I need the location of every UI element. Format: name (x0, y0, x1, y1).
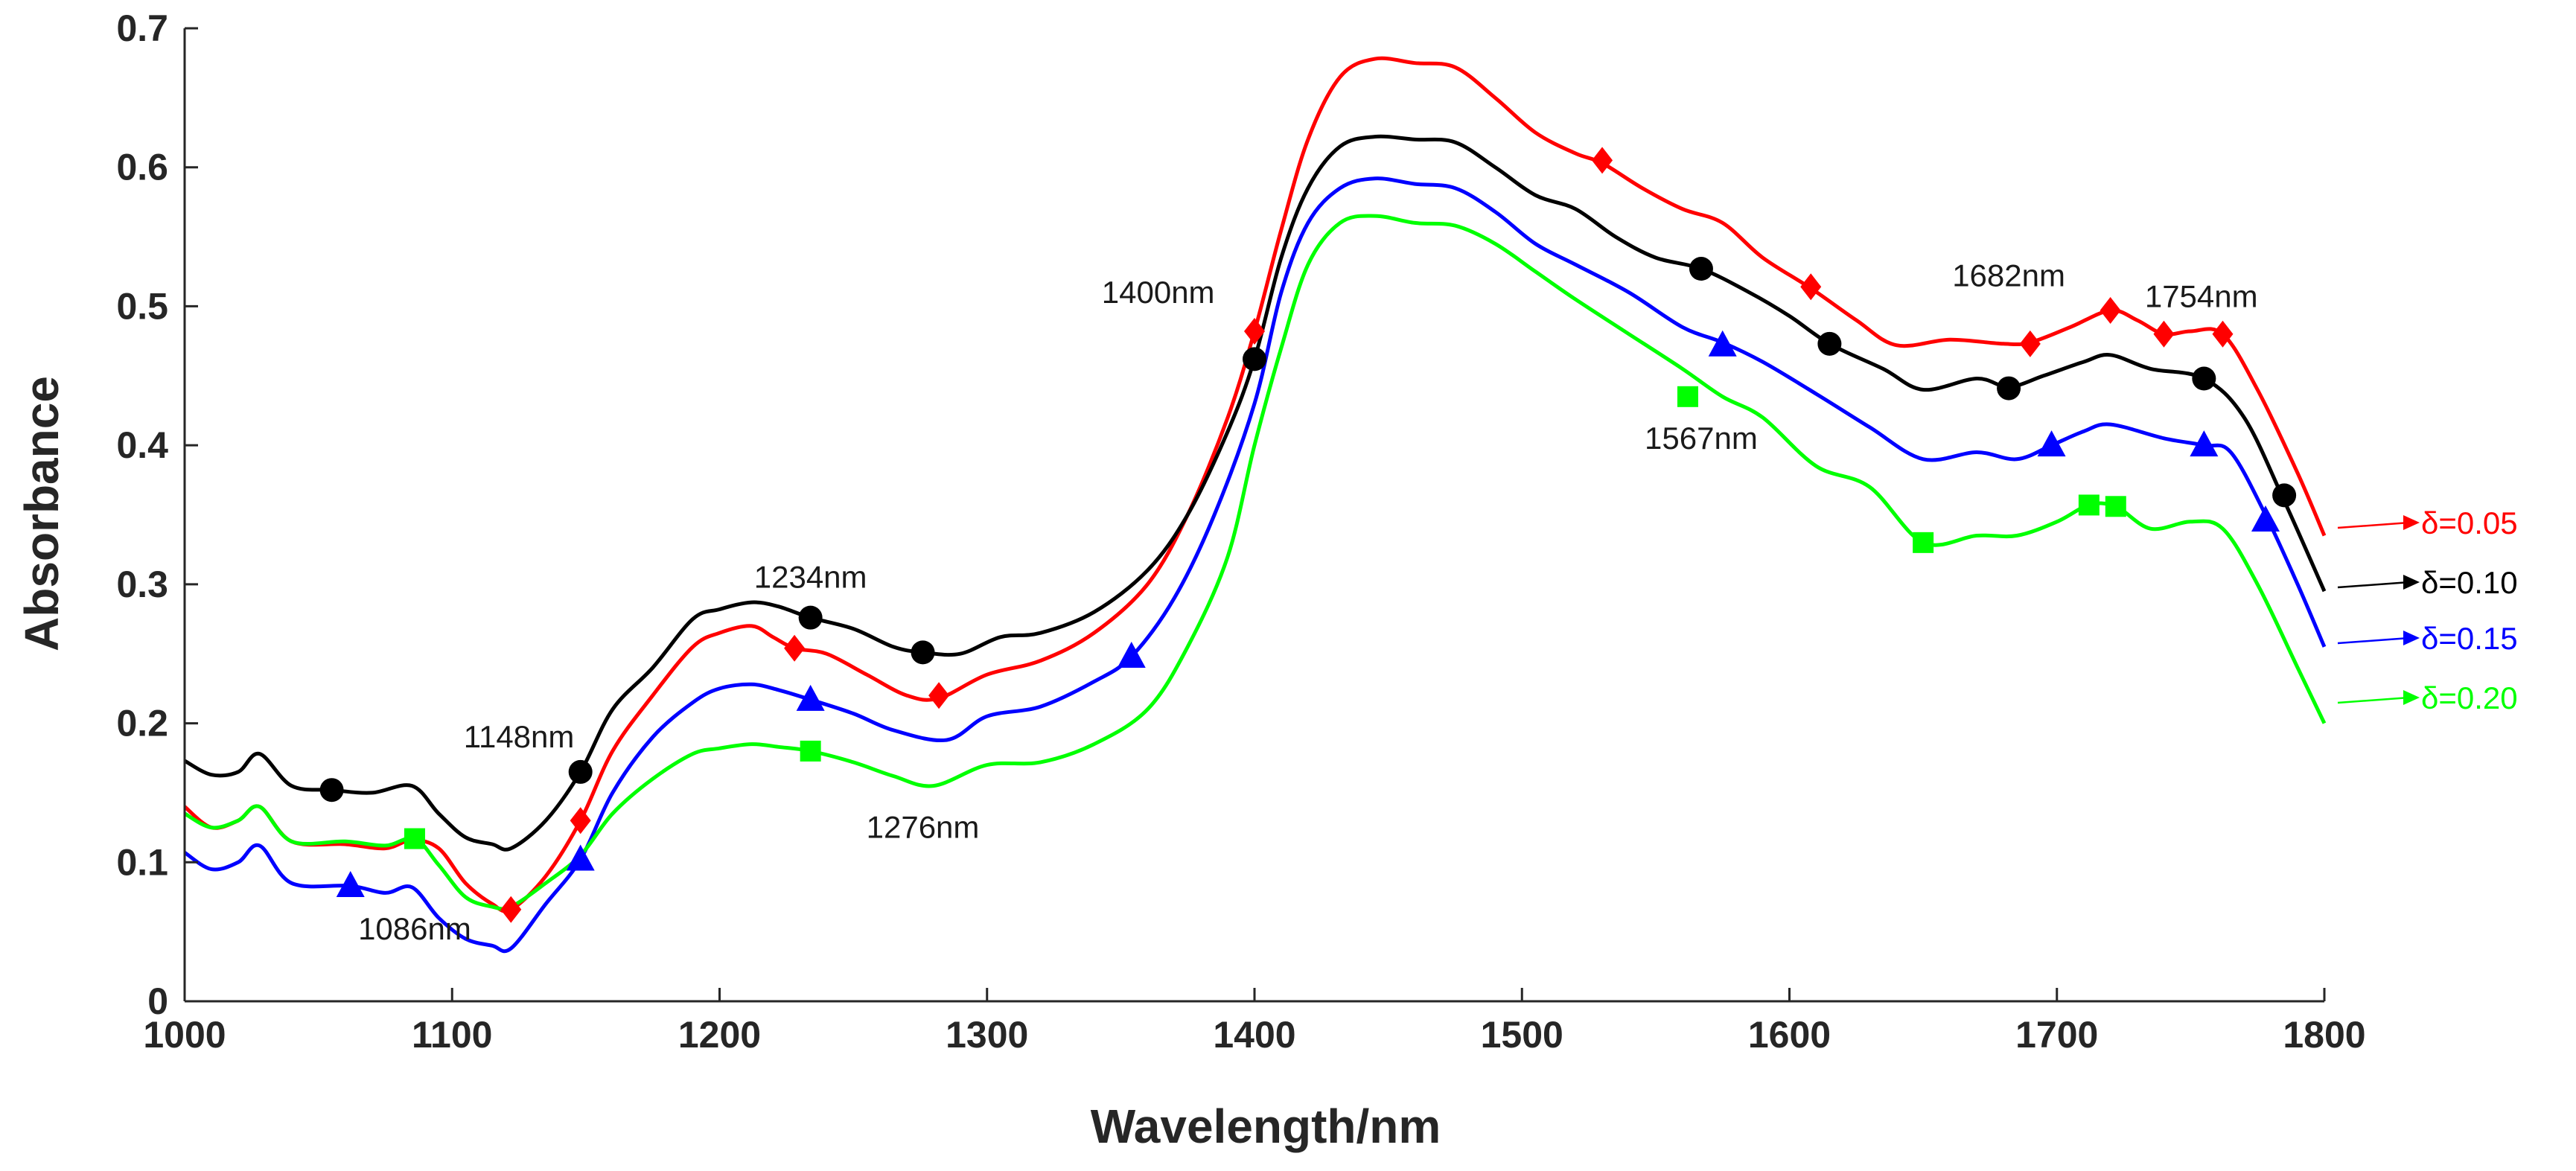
plot-area (183, 56, 2327, 954)
series-3-marker (796, 684, 825, 711)
x-tick-label: 1600 (1748, 1014, 1831, 1056)
wavelength-annotation: 1148nm (464, 719, 575, 754)
series-line-2 (183, 134, 2327, 852)
series-2-marker (2192, 366, 2216, 391)
wavelength-annotation: 1234nm (754, 560, 867, 595)
legend-label: δ=0.10 (2421, 565, 2518, 600)
x-tick-label: 1000 (143, 1014, 226, 1056)
legend-arrow-head (2403, 631, 2420, 645)
series-4-marker (2105, 496, 2126, 517)
x-tick-label: 1200 (678, 1014, 761, 1056)
legend: δ=0.05 δ=0.10 δ=0.15 δ=0.20 (2337, 505, 2518, 715)
x-tick-label: 1500 (1481, 1014, 1563, 1056)
wavelength-annotation: 1682nm (1952, 258, 2065, 293)
wavelength-annotation: 1086nm (358, 911, 471, 946)
axes: 1000 1100 1200 1300 1400 1500 1600 1700 1800 0 0.1… (116, 7, 2365, 1056)
y-tick-label: 0 (147, 980, 168, 1022)
series-2-marker (1817, 331, 1842, 356)
series-2-marker (568, 759, 593, 784)
series-4-marker (800, 740, 821, 762)
y-tick-label: 0.5 (116, 285, 168, 327)
y-tick-label: 0.4 (116, 424, 168, 466)
series-line-1 (183, 56, 2327, 913)
series-1-marker (1800, 273, 1822, 301)
legend-arrow-line (2337, 521, 2410, 529)
series-3-marker (1708, 330, 1737, 357)
legend-arrow-line (2337, 636, 2410, 645)
series-1-marker (784, 634, 806, 662)
legend-label: δ=0.20 (2421, 680, 2518, 715)
x-axis-label: Wavelength/nm (1091, 1100, 1441, 1153)
y-axis-label: Absorbance (15, 376, 68, 651)
legend-arrow-line (2337, 581, 2410, 589)
series-line-3 (183, 176, 2327, 954)
series-1-marker (570, 807, 591, 835)
series-2-marker (1243, 347, 1266, 371)
series-1-marker (2153, 320, 2175, 348)
series-1-marker (1592, 147, 1613, 174)
annotations: 1086nm 1148nm 1234nm 1276nm 1400nm 1567nm 1682… (358, 258, 2258, 946)
series-3-marker (2251, 505, 2280, 532)
legend-arrow-head (2403, 515, 2420, 530)
series-4-marker (1913, 532, 1934, 553)
legend-label: δ=0.05 (2421, 505, 2518, 540)
series-3-marker (2190, 430, 2219, 457)
legend-arrow-head (2403, 575, 2420, 590)
series-1-marker (928, 682, 950, 709)
wavelength-annotation: 1754nm (2145, 278, 2258, 313)
series-4-marker (1677, 386, 1698, 407)
series-1-marker (2019, 330, 2041, 357)
series-2-marker (1997, 376, 2021, 401)
series-2-marker (2272, 483, 2297, 508)
series-1-marker (1244, 318, 1265, 345)
y-tick-label: 0.3 (116, 564, 168, 605)
series-2-marker (1689, 257, 1713, 281)
series-1-marker (2100, 297, 2121, 325)
series-2-marker (798, 605, 823, 630)
x-tick-label: 1100 (412, 1014, 492, 1056)
wavelength-annotation: 1400nm (1102, 275, 1215, 310)
wavelength-annotation: 1567nm (1645, 421, 1758, 456)
series-1-marker (2212, 320, 2234, 348)
y-tick-label: 0.1 (116, 841, 168, 883)
series-3-marker (336, 871, 365, 898)
x-tick-label: 1800 (2283, 1014, 2365, 1056)
wavelength-annotation: 1276nm (867, 810, 980, 845)
series-4-marker (2078, 494, 2100, 516)
series-4-marker (404, 828, 425, 849)
legend-arrow-line (2337, 696, 2410, 704)
series-3-marker (2037, 430, 2066, 457)
y-tick-label: 0.7 (116, 7, 168, 49)
series-3-marker (566, 844, 595, 871)
legend-label: δ=0.15 (2421, 621, 2518, 656)
y-tick-label: 0.2 (116, 703, 168, 744)
x-tick-label: 1300 (946, 1014, 1028, 1056)
series-1-marker (500, 896, 522, 923)
series-3-marker (1117, 641, 1146, 668)
x-tick-label: 1400 (1213, 1014, 1295, 1056)
y-tick-label: 0.6 (116, 147, 168, 188)
legend-arrow-head (2403, 690, 2420, 705)
x-tick-label: 1700 (2015, 1014, 2098, 1056)
series-2-marker (911, 640, 935, 665)
series-2-marker (319, 778, 344, 803)
series-line-4 (183, 214, 2327, 911)
